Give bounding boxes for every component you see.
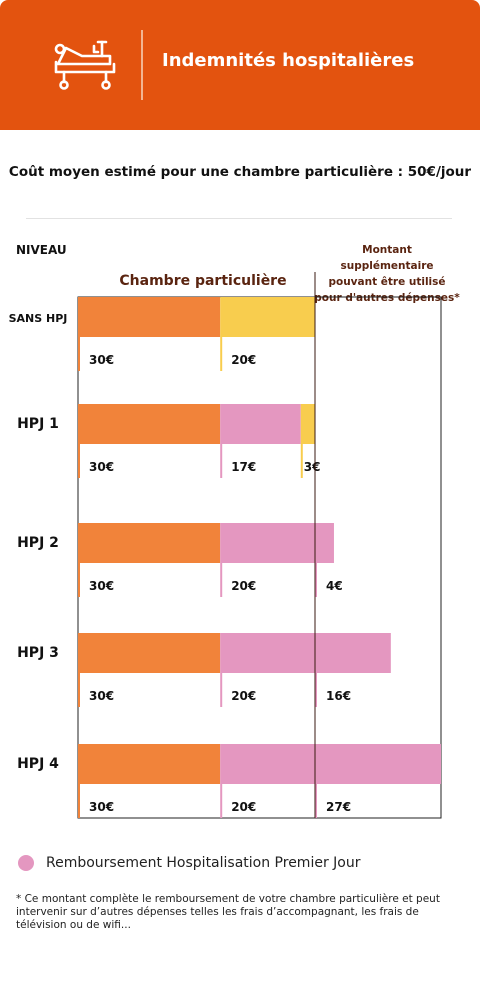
- value-label-hpj-2-segment-1: 30€: [89, 579, 114, 593]
- bar-hpj-4-segment-3: [315, 744, 441, 784]
- value-label-hpj-4-segment-3: 27€: [326, 800, 351, 814]
- niveau-label: NIVEAU: [16, 243, 67, 257]
- header-banner: Indemnités hospitalières: [0, 0, 480, 130]
- value-label-hpj-1-segment-3: 3€: [304, 460, 321, 474]
- header-title: Indemnités hospitalières: [162, 50, 415, 71]
- value-label-hpj-1-segment-1: 30€: [89, 460, 114, 474]
- row-label-hpj-1: HPJ 1: [17, 416, 59, 432]
- bar-hpj-2-segment-2: [220, 523, 315, 563]
- bar-sans-hpj-segment-2: [220, 297, 315, 337]
- footnote: * Ce montant complète le remboursement d…: [16, 893, 440, 931]
- row-label-hpj-3: HPJ 3: [17, 645, 59, 661]
- bar-hpj-4-segment-1: [78, 744, 221, 784]
- separator-line: [26, 218, 452, 219]
- bar-hpj-3-segment-1: [78, 633, 221, 673]
- montant-label-line-3: pour d'autres dépenses*: [314, 292, 460, 304]
- row-label-hpj-4: HPJ 4: [17, 756, 59, 772]
- montant-label-line-2: pouvant être utilisé: [328, 276, 446, 288]
- chambre-particuliere-label: Chambre particulière: [119, 273, 287, 289]
- bar-hpj-1-segment-1: [78, 404, 221, 444]
- value-label-hpj-4-segment-2: 20€: [231, 800, 256, 814]
- value-label-sans-hpj-segment-1: 30€: [89, 353, 114, 367]
- value-label-hpj-3-segment-1: 30€: [89, 689, 114, 703]
- row-label-hpj-2: HPJ 2: [17, 535, 59, 551]
- bar-hpj-1-segment-2: [220, 404, 301, 444]
- value-label-hpj-3-segment-2: 20€: [231, 689, 256, 703]
- bar-hpj-3-segment-2: [220, 633, 315, 673]
- bar-hpj-2-segment-3: [315, 523, 334, 563]
- montant-supplementaire-label: Montant supplémentaire pouvant être util…: [314, 242, 460, 306]
- hospital-bed-icon: [54, 40, 116, 90]
- row-label-sans-hpj: SANS HPJ: [9, 312, 68, 325]
- header-divider: [141, 30, 143, 100]
- legend: Remboursement Hospitalisation Premier Jo…: [18, 855, 360, 871]
- bar-hpj-1-segment-3: [300, 404, 315, 444]
- value-label-sans-hpj-segment-2: 20€: [231, 353, 256, 367]
- legend-swatch-pink: [18, 855, 34, 871]
- value-label-hpj-4-segment-1: 30€: [89, 800, 114, 814]
- bar-hpj-3-segment-3: [315, 633, 391, 673]
- montant-label-line-1: Montant supplémentaire: [340, 244, 434, 272]
- bar-hpj-4-segment-2: [220, 744, 315, 784]
- value-label-hpj-1-segment-2: 17€: [231, 460, 256, 474]
- value-label-hpj-2-segment-2: 20€: [231, 579, 256, 593]
- legend-label: Remboursement Hospitalisation Premier Jo…: [46, 855, 361, 871]
- value-label-hpj-3-segment-3: 16€: [326, 689, 351, 703]
- chart-subtitle: Coût moyen estimé pour une chambre parti…: [8, 164, 472, 180]
- value-label-hpj-2-segment-3: 4€: [326, 579, 343, 593]
- bar-sans-hpj-segment-1: [78, 297, 221, 337]
- bar-hpj-2-segment-1: [78, 523, 221, 563]
